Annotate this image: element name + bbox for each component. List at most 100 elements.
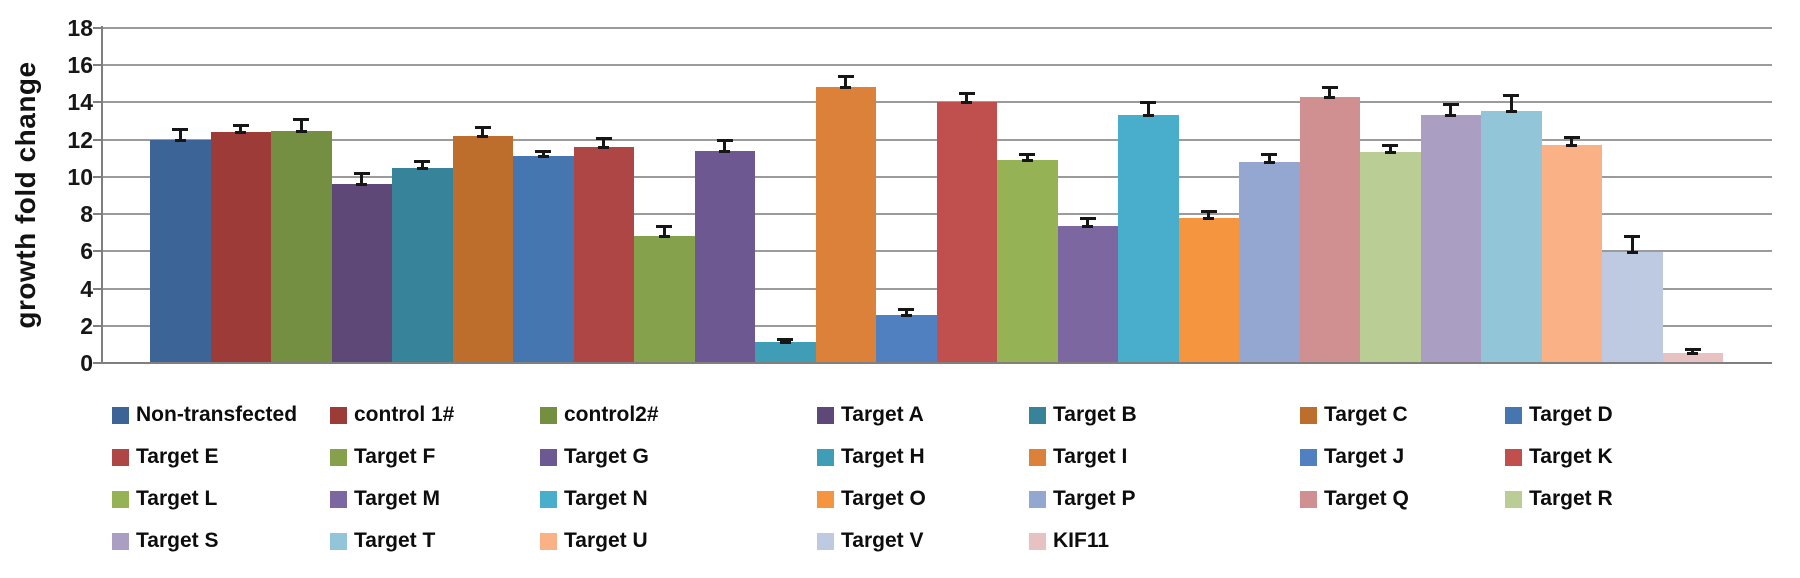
y-tick-8 (93, 213, 102, 216)
legend-swatch-target-d (1505, 406, 1522, 424)
error-bar-bottom-cap (658, 234, 670, 238)
error-bar-bottom-cap (900, 313, 912, 317)
y-axis-tick-labels: 0 2 4 6 8 10 12 14 16 18 (0, 15, 93, 376)
legend-item-target-k: Target K (1505, 445, 1613, 469)
error-bar-stem (541, 150, 545, 157)
error-bar-top-cap (1140, 101, 1157, 105)
y-tick-label-6: 6 (80, 238, 93, 265)
legend-item-kif11: KIF11 (1029, 529, 1109, 553)
error-bar-top-cap (1079, 216, 1096, 220)
bar-slot-target-b (392, 28, 453, 363)
legend-label-control2: control2# (564, 403, 659, 426)
bar-target-r (1360, 151, 1421, 363)
legend-item-target-o: Target O (817, 487, 926, 511)
error-bar-top-cap (1442, 103, 1459, 107)
bar-target-v (1602, 252, 1663, 363)
error-bar-stem (178, 129, 182, 140)
legend-item-target-d: Target D (1505, 403, 1613, 427)
legend-swatch-target-u (540, 532, 557, 550)
legend-label-target-j: Target J (1324, 445, 1405, 468)
bar-slot-target-q (1299, 28, 1360, 363)
error-bar-bottom-cap (477, 134, 489, 138)
legend-label-target-v: Target V (841, 529, 924, 552)
y-tick-18 (93, 27, 102, 29)
error-bar-stem (662, 226, 666, 236)
bar-target-b (392, 167, 453, 363)
bar-target-g (694, 150, 755, 363)
error-bar-top-cap (1563, 135, 1580, 139)
error-bar-bottom-cap (174, 138, 186, 142)
legend-label-target-k: Target K (1529, 445, 1613, 468)
legend-swatch-target-a (817, 406, 834, 424)
y-tick-label-4: 4 (80, 275, 93, 302)
bar-slot-target-k (936, 28, 997, 363)
legend-label-target-t: Target T (354, 529, 436, 552)
legend-item-non-transfected: Non-transfected (112, 403, 297, 427)
error-bar-stem (844, 76, 848, 87)
legend-label-target-i: Target I (1053, 445, 1128, 468)
bar-slot-target-u (1541, 28, 1602, 363)
error-bar-bottom-cap (1687, 351, 1699, 355)
error-bar-bottom-cap (1505, 109, 1517, 113)
bar-target-p (1239, 162, 1300, 363)
legend-swatch-target-k (1505, 448, 1522, 466)
error-bar-top-cap (1200, 210, 1217, 214)
gridline-y-18 (103, 27, 1772, 29)
bar-target-j (876, 314, 937, 363)
error-bar-top-cap (1019, 152, 1036, 156)
error-bar-bottom-cap (1142, 114, 1154, 118)
error-bar-stem (420, 161, 424, 168)
legend-swatch-target-j (1300, 448, 1317, 466)
error-bar-stem (1207, 211, 1211, 218)
error-bar-bottom-cap (961, 101, 973, 105)
legend-label-target-s: Target S (136, 529, 219, 552)
bar-target-f (634, 235, 695, 363)
legend-label-target-l: Target L (136, 487, 218, 510)
error-bar-top-cap (1624, 235, 1641, 239)
bar-target-m (1057, 226, 1118, 363)
legend-item-target-a: Target A (817, 403, 924, 427)
error-bar-top-cap (535, 149, 552, 153)
bar-slot-target-l (997, 28, 1058, 363)
legend-label-target-r: Target R (1529, 487, 1613, 510)
bar-slot-target-g (694, 28, 755, 363)
error-bar-top-cap (232, 123, 249, 127)
error-bar-bottom-cap (295, 130, 307, 134)
bar-slot-target-o (1178, 28, 1239, 363)
x-axis-line (93, 362, 1772, 364)
error-bar-top-cap (898, 308, 915, 312)
error-bar-top-cap (414, 160, 431, 164)
error-bar-stem (1509, 95, 1513, 111)
legend-swatch-target-v (817, 532, 834, 550)
legend-label-target-e: Target E (136, 445, 219, 468)
y-tick-label-12: 12 (67, 126, 93, 153)
legend-label-target-m: Target M (354, 487, 440, 510)
bar-target-o (1178, 217, 1239, 363)
error-bar-bottom-cap (1626, 251, 1638, 255)
legend-item-target-t: Target T (330, 529, 435, 553)
error-bar-top-cap (777, 337, 794, 341)
legend-item-target-v: Target V (817, 529, 923, 553)
legend-label-target-c: Target C (1324, 403, 1408, 426)
error-bar-bottom-cap (1566, 144, 1578, 148)
bar-non-transfected (150, 139, 211, 363)
legend-item-target-s: Target S (112, 529, 218, 553)
bar-target-u (1541, 145, 1602, 363)
legend-swatch-target-e (112, 448, 129, 466)
error-bar-top-cap (172, 128, 189, 132)
error-bar-top-cap (353, 172, 370, 176)
legend-label-target-a: Target A (841, 403, 924, 426)
bar-slot-target-i (815, 28, 876, 363)
legend-swatch-target-r (1505, 490, 1522, 508)
legend-label-target-b: Target B (1053, 403, 1137, 426)
y-tick-16 (93, 64, 102, 67)
error-bar-top-cap (656, 225, 673, 229)
bar-slot-target-f (634, 28, 695, 363)
error-bar-bottom-cap (1445, 114, 1457, 118)
bar-slot-target-t (1481, 28, 1542, 363)
error-bar-stem (1086, 217, 1090, 227)
error-bar-bottom-cap (598, 146, 610, 150)
legend-item-target-b: Target B (1029, 403, 1137, 427)
plot-area (93, 27, 1772, 364)
